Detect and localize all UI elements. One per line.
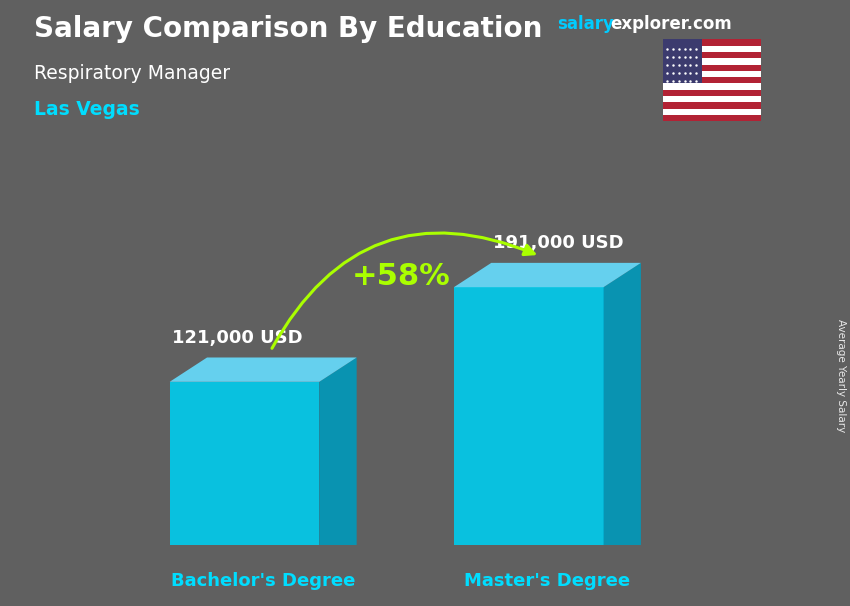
Bar [663, 65, 761, 71]
Polygon shape [454, 287, 604, 545]
Bar [663, 102, 761, 108]
Text: salary: salary [557, 15, 614, 33]
Text: 191,000 USD: 191,000 USD [493, 234, 624, 252]
Text: Las Vegas: Las Vegas [34, 100, 139, 119]
Text: Salary Comparison By Education: Salary Comparison By Education [34, 15, 542, 43]
Bar [663, 58, 761, 65]
Text: explorer.com: explorer.com [610, 15, 732, 33]
Bar [663, 45, 761, 52]
Text: Bachelor's Degree: Bachelor's Degree [171, 573, 355, 590]
Bar [663, 90, 761, 96]
Polygon shape [604, 263, 641, 545]
Polygon shape [454, 263, 641, 287]
Text: Master's Degree: Master's Degree [464, 573, 631, 590]
Bar [663, 84, 761, 90]
Bar [663, 108, 761, 115]
Bar [663, 77, 761, 84]
Bar [663, 39, 702, 84]
Polygon shape [320, 358, 357, 545]
Bar [663, 71, 761, 77]
Text: +58%: +58% [352, 262, 450, 291]
Text: Average Yearly Salary: Average Yearly Salary [836, 319, 846, 432]
Text: Respiratory Manager: Respiratory Manager [34, 64, 230, 82]
Bar [663, 39, 761, 45]
Bar [663, 52, 761, 58]
Polygon shape [170, 382, 320, 545]
Bar [663, 115, 761, 121]
Bar [663, 96, 761, 102]
Text: 121,000 USD: 121,000 USD [172, 328, 303, 347]
Polygon shape [170, 358, 357, 382]
